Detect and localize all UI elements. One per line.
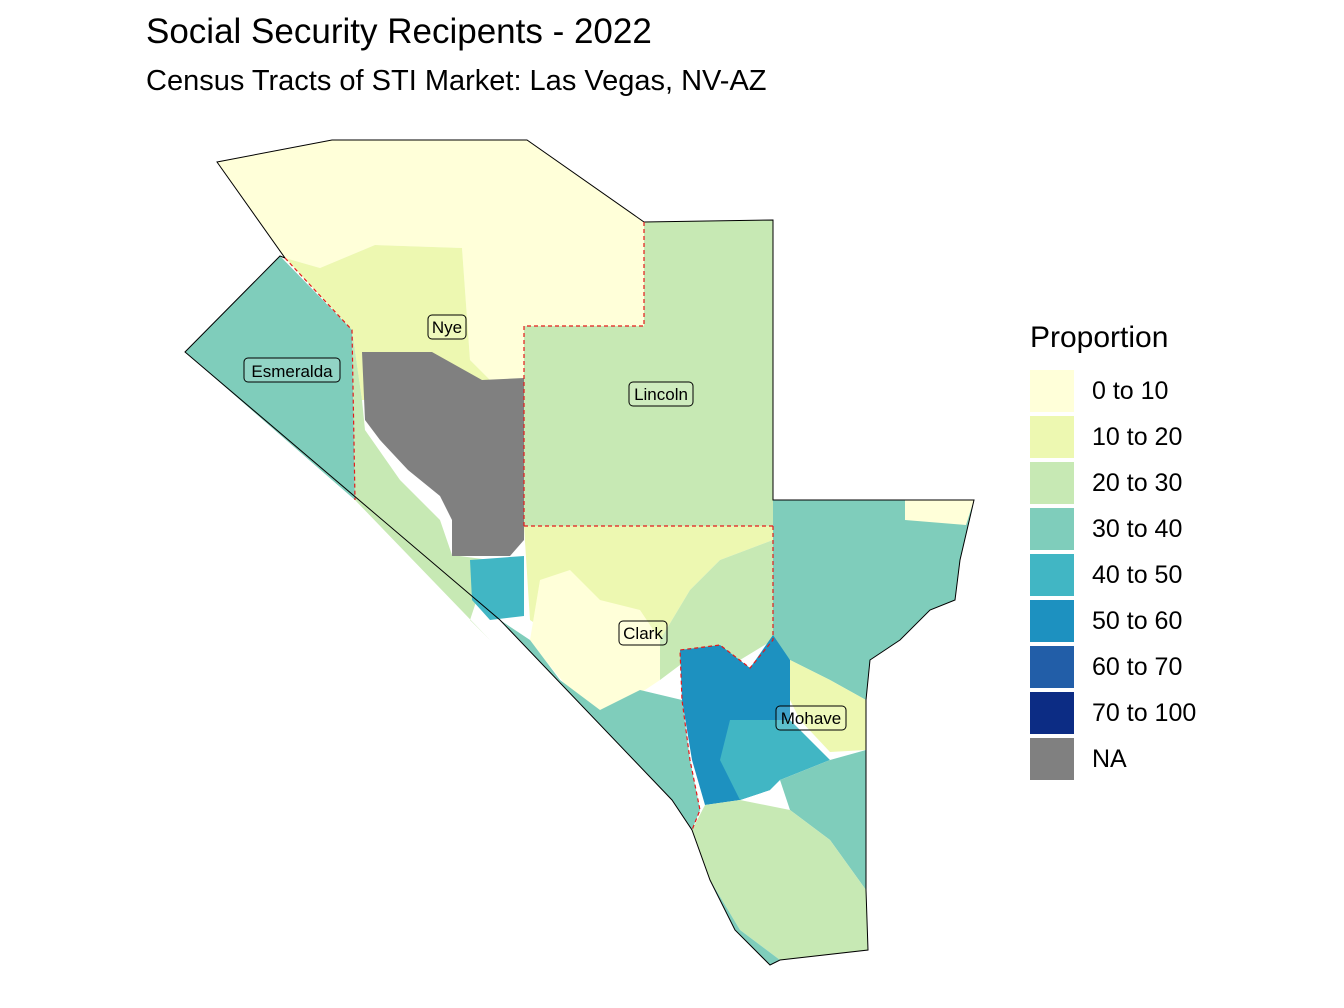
legend-item: NA [1030,736,1196,782]
legend-items: 0 to 10 10 to 20 20 to 30 30 to 40 40 to 50 5… [1030,368,1196,782]
legend-label: 30 to 40 [1092,514,1183,543]
legend-title: Proportion [1030,321,1169,354]
county-label-nye: Nye [427,314,467,340]
legend-label: 0 to 10 [1092,376,1169,405]
legend-item: 70 to 100 [1030,690,1196,736]
legend-item: 20 to 30 [1030,460,1196,506]
tract-south-tip [710,880,780,965]
svg-text:Nye: Nye [432,318,462,337]
boundary-nye-lincoln [523,222,645,526]
legend-item: 40 to 50 [1030,552,1196,598]
legend-label: 10 to 20 [1092,422,1183,451]
tract-clark-east [640,540,773,680]
tract-mohave-south [780,750,866,890]
svg-text:Esmeralda: Esmeralda [251,362,333,381]
legend-swatch [1030,554,1074,596]
map-subtitle: Census Tracts of STI Market: Las Vegas, … [146,65,767,97]
legend-label: 70 to 100 [1092,698,1197,727]
tract-nye-south-blue [470,556,524,620]
county-label-clark: Clark [618,620,668,646]
legend-item: 50 to 60 [1030,598,1196,644]
county-boundaries [284,222,774,831]
legend-swatch [1030,370,1074,412]
legend-item: 10 to 20 [1030,414,1196,460]
legend-label: 20 to 30 [1092,468,1183,497]
tract-river-cyan [720,720,830,800]
legend-label: 40 to 50 [1092,560,1183,589]
legend-swatch [1030,600,1074,642]
market-outline [184,139,975,966]
legend-item: 60 to 70 [1030,644,1196,690]
map-title: Social Security Recipents - 2022 [146,12,652,51]
county-label-esmeralda: Esmeralda [243,357,341,383]
county-label-mohave: Mohave [775,705,847,731]
county-label-lincoln: Lincoln [628,381,694,407]
legend-label: NA [1092,744,1127,773]
tract-nye-mid [285,245,524,400]
tract-lincoln [524,220,773,526]
legend-swatch [1030,508,1074,550]
tract-nye-north [217,140,644,380]
legend-swatch [1030,738,1074,780]
tract-nye-na [362,352,524,556]
choropleth-map: Esmeralda Nye Lincoln Clark Mohave [184,139,975,966]
legend: Proportion 0 to 10 10 to 20 20 to 30 30 to … [1030,318,1196,782]
svg-text:Lincoln: Lincoln [634,385,688,404]
tract-las-vegas-urban [530,570,660,710]
legend-label: 60 to 70 [1092,652,1183,681]
legend-item: 0 to 10 [1030,368,1196,414]
tract-nye-southwest [352,330,490,640]
tract-clark-south [500,620,700,830]
boundary-esmeralda-nye [284,257,356,501]
legend-swatch [1030,646,1074,688]
legend-item: 30 to 40 [1030,506,1196,552]
svg-text:Clark: Clark [623,624,663,643]
legend-swatch [1030,462,1074,504]
boundary-clark-mohave [679,526,774,831]
tract-south-green [692,800,868,960]
tract-esmeralda [185,256,355,500]
legend-swatch [1030,416,1074,458]
tract-mohave-north [773,500,974,700]
svg-text:Mohave: Mohave [781,709,841,728]
legend-label: 50 to 60 [1092,606,1183,635]
legend-swatch [1030,692,1074,734]
tract-mohave-northeast [905,500,974,525]
